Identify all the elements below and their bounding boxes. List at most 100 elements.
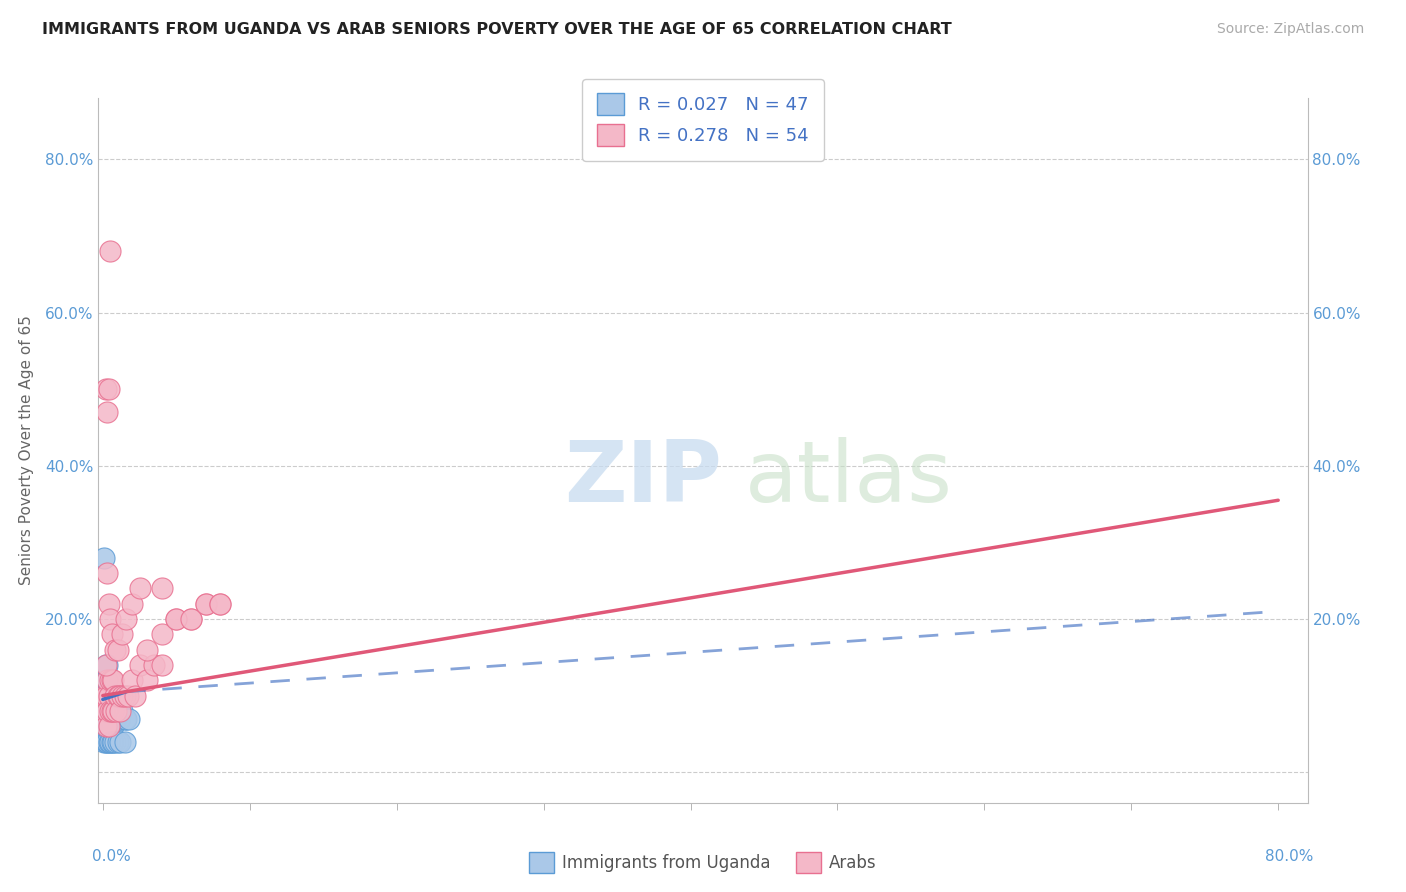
- Point: [97, 689, 120, 703]
- Text: IMMIGRANTS FROM UGANDA VS ARAB SENIORS POVERTY OVER THE AGE OF 65 CORRELATION CH: IMMIGRANTS FROM UGANDA VS ARAB SENIORS P…: [42, 22, 952, 37]
- Point: [97, 689, 120, 703]
- Point: [93, 689, 115, 703]
- Point: [93, 673, 115, 688]
- Point: [98, 612, 121, 626]
- Point: [94, 704, 117, 718]
- Point: [111, 627, 134, 641]
- Point: [94, 719, 117, 733]
- Point: [98, 244, 121, 259]
- Point: [128, 582, 150, 596]
- Point: [94, 719, 117, 733]
- Point: [93, 704, 115, 718]
- Point: [110, 734, 132, 748]
- Point: [114, 734, 136, 748]
- Point: [101, 704, 124, 718]
- Point: [93, 734, 115, 748]
- Point: [209, 597, 232, 611]
- Point: [150, 582, 173, 596]
- Point: [100, 719, 122, 733]
- Point: [115, 712, 138, 726]
- Point: [98, 719, 121, 733]
- Point: [94, 689, 117, 703]
- Point: [94, 719, 117, 733]
- Point: [143, 657, 166, 672]
- Point: [96, 405, 118, 419]
- Point: [94, 734, 117, 748]
- Point: [114, 689, 136, 703]
- Point: [180, 612, 202, 626]
- Point: [107, 704, 129, 718]
- Point: [93, 704, 115, 718]
- Point: [94, 689, 117, 703]
- Point: [105, 704, 128, 718]
- Point: [96, 657, 118, 672]
- Point: [115, 612, 138, 626]
- Point: [135, 673, 157, 688]
- Point: [180, 612, 202, 626]
- Point: [101, 734, 124, 748]
- Point: [96, 704, 118, 718]
- Point: [94, 382, 117, 396]
- Point: [194, 597, 217, 611]
- Point: [135, 642, 157, 657]
- Y-axis label: Seniors Poverty Over the Age of 65: Seniors Poverty Over the Age of 65: [18, 316, 34, 585]
- Point: [98, 734, 121, 748]
- Point: [98, 673, 121, 688]
- Point: [101, 704, 124, 718]
- Point: [117, 689, 139, 703]
- Point: [98, 689, 121, 703]
- Point: [97, 719, 120, 733]
- Text: ZIP: ZIP: [564, 437, 721, 520]
- Point: [103, 734, 125, 748]
- Point: [97, 719, 120, 733]
- Point: [107, 734, 129, 748]
- Point: [101, 673, 124, 688]
- Point: [121, 673, 143, 688]
- Point: [97, 597, 120, 611]
- Point: [100, 704, 122, 718]
- Point: [97, 734, 120, 748]
- Point: [101, 719, 124, 733]
- Point: [121, 597, 143, 611]
- Text: 0.0%: 0.0%: [93, 848, 131, 863]
- Point: [111, 689, 134, 703]
- Point: [100, 673, 122, 688]
- Point: [93, 550, 115, 565]
- Point: [100, 627, 122, 641]
- Point: [165, 612, 187, 626]
- Point: [165, 612, 187, 626]
- Text: 80.0%: 80.0%: [1265, 848, 1313, 863]
- Point: [96, 673, 118, 688]
- Point: [98, 704, 121, 718]
- Point: [96, 704, 118, 718]
- Point: [97, 704, 120, 718]
- Point: [107, 642, 129, 657]
- Point: [96, 689, 118, 703]
- Legend: Immigrants from Uganda, Arabs: Immigrants from Uganda, Arabs: [523, 846, 883, 880]
- Point: [100, 734, 122, 748]
- Point: [94, 657, 117, 672]
- Point: [94, 673, 117, 688]
- Point: [93, 689, 115, 703]
- Point: [110, 712, 132, 726]
- Point: [94, 657, 117, 672]
- Point: [103, 642, 125, 657]
- Point: [97, 382, 120, 396]
- Text: atlas: atlas: [745, 437, 953, 520]
- Point: [105, 712, 128, 726]
- Point: [103, 689, 125, 703]
- Point: [108, 689, 131, 703]
- Point: [194, 597, 217, 611]
- Point: [96, 719, 118, 733]
- Point: [209, 597, 232, 611]
- Point: [108, 712, 131, 726]
- Point: [114, 712, 136, 726]
- Point: [96, 566, 118, 580]
- Legend: R = 0.027   N = 47, R = 0.278   N = 54: R = 0.027 N = 47, R = 0.278 N = 54: [582, 79, 824, 161]
- Point: [96, 734, 118, 748]
- Point: [118, 712, 141, 726]
- Point: [124, 689, 146, 703]
- Point: [107, 689, 129, 703]
- Point: [110, 704, 132, 718]
- Point: [150, 657, 173, 672]
